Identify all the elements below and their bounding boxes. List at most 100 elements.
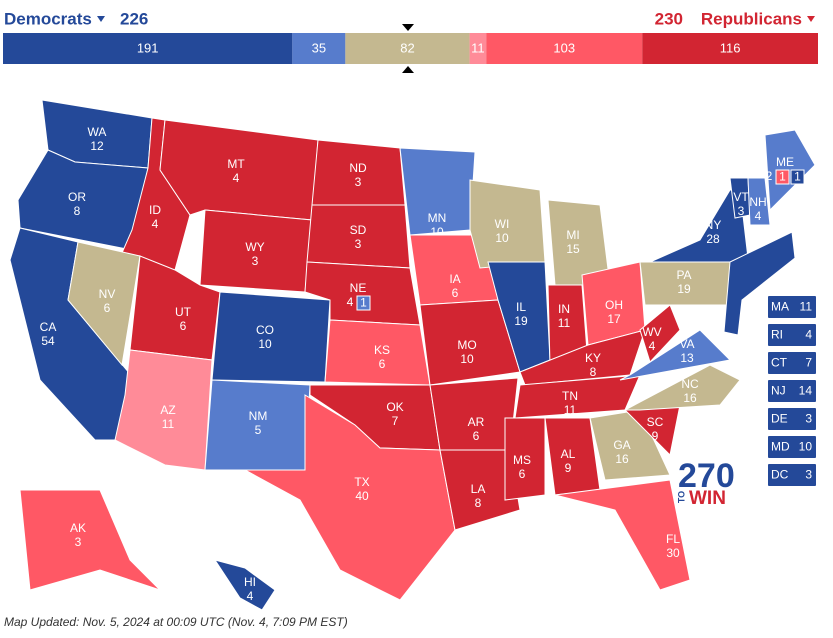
small-state-box[interactable] (768, 296, 816, 318)
state-ev: 6 (180, 319, 187, 333)
state-ev: 12 (90, 139, 104, 153)
bar-segment (469, 33, 487, 64)
state[interactable] (114, 349, 213, 471)
state[interactable] (504, 417, 546, 501)
state-abbr: VT (733, 190, 749, 204)
small-state-abbr: MA (771, 300, 789, 314)
small-state-box[interactable] (768, 464, 816, 486)
bar-segment (345, 33, 470, 64)
republicans-label[interactable]: Republicans (701, 9, 802, 28)
state-ev: 3 (738, 204, 745, 218)
state-abbr: CO (256, 323, 274, 337)
small-state-ev: 3 (805, 412, 812, 426)
small-state-box[interactable] (768, 380, 816, 402)
state[interactable] (439, 449, 521, 531)
small-state-box[interactable] (768, 352, 816, 374)
state-abbr: SC (647, 415, 664, 429)
state-ev: 4 (755, 209, 762, 223)
state-ev: 40 (355, 489, 369, 503)
small-state-box[interactable] (768, 324, 816, 346)
state-abbr: PA (676, 268, 691, 282)
logo-to: TO (676, 491, 686, 503)
state-ev: 30 (666, 546, 680, 560)
small-state-abbr: NJ (771, 384, 786, 398)
state[interactable] (244, 394, 456, 601)
midpoint-marker (402, 66, 414, 73)
state-ev: 6 (519, 467, 526, 481)
small-state-ev: 3 (805, 468, 812, 482)
state-abbr: ND (349, 161, 367, 175)
state[interactable] (554, 479, 691, 591)
state-ev: 19 (514, 314, 528, 328)
state-ev: 4 (247, 589, 254, 603)
state-abbr: CA (40, 320, 57, 334)
state-ev: 17 (607, 312, 621, 326)
state-abbr: TX (354, 475, 369, 489)
state-ev: 6 (379, 357, 386, 371)
state-abbr: KY (585, 351, 601, 365)
state-abbr: WY (245, 240, 264, 254)
state[interactable] (589, 409, 671, 481)
state-abbr: OK (386, 400, 403, 414)
state-ev: 4 (152, 217, 159, 231)
state[interactable] (67, 241, 141, 367)
state[interactable] (624, 364, 741, 411)
democrats-total: 226 (120, 9, 148, 28)
state-abbr: WI (495, 217, 510, 231)
state-abbr: MN (428, 211, 447, 225)
state[interactable] (213, 559, 276, 611)
northeast-small-states[interactable] (723, 231, 796, 336)
state[interactable] (19, 489, 161, 591)
state-ev: 9 (565, 461, 572, 475)
small-state-box[interactable] (768, 436, 816, 458)
bar-segment (486, 33, 643, 64)
state-ev: 11 (558, 316, 571, 330)
state-abbr: IN (558, 302, 570, 316)
district-box[interactable] (356, 295, 371, 311)
small-state-abbr: DC (771, 468, 789, 482)
state-ev: 13 (680, 351, 694, 365)
state-abbr: MT (227, 157, 245, 171)
district-box[interactable] (775, 169, 790, 185)
state-abbr: IL (516, 300, 526, 314)
state-ev: 8 (590, 365, 597, 379)
dropdown-arrow[interactable] (807, 16, 815, 22)
state-abbr: NY (705, 218, 722, 232)
state-abbr: NE (350, 281, 367, 295)
state-abbr: OR (68, 190, 86, 204)
small-state-ev: 4 (805, 328, 812, 342)
small-state-abbr: MD (771, 440, 790, 454)
democrats-label[interactable]: Democrats (4, 9, 92, 28)
state[interactable] (519, 329, 646, 386)
footer-note: Map Updated: Nov. 5, 2024 at 00:09 UTC (… (4, 615, 348, 629)
district-ev: 1 (360, 296, 367, 310)
bar-segment (3, 33, 293, 64)
state-abbr: AK (70, 521, 86, 535)
state-ev: 54 (41, 334, 55, 348)
state[interactable] (764, 129, 816, 212)
state-abbr: NH (749, 195, 766, 209)
logo-win: WIN (689, 488, 726, 509)
district-box[interactable] (790, 169, 805, 185)
dropdown-arrow[interactable] (97, 16, 105, 22)
state[interactable] (747, 177, 771, 226)
state-ev: 6 (104, 301, 111, 315)
state-abbr: AZ (160, 403, 175, 417)
small-state-box[interactable] (768, 408, 816, 430)
bar-label: 82 (400, 40, 414, 55)
state-abbr: GA (613, 438, 630, 452)
state-abbr: NM (249, 409, 268, 423)
state-abbr: NC (681, 377, 699, 391)
state-ev: 3 (75, 535, 82, 549)
state-ev: 9 (652, 429, 659, 443)
state[interactable] (619, 329, 732, 381)
district-ev: 1 (794, 170, 801, 184)
small-state-abbr: CT (771, 356, 788, 370)
state-abbr: FL (666, 532, 680, 546)
state-ev: 6 (452, 286, 459, 300)
state[interactable] (639, 304, 681, 363)
state-ev: 8 (74, 204, 81, 218)
state-ev: 8 (475, 496, 482, 510)
bar-segment (642, 33, 818, 64)
state-abbr: MS (513, 453, 531, 467)
